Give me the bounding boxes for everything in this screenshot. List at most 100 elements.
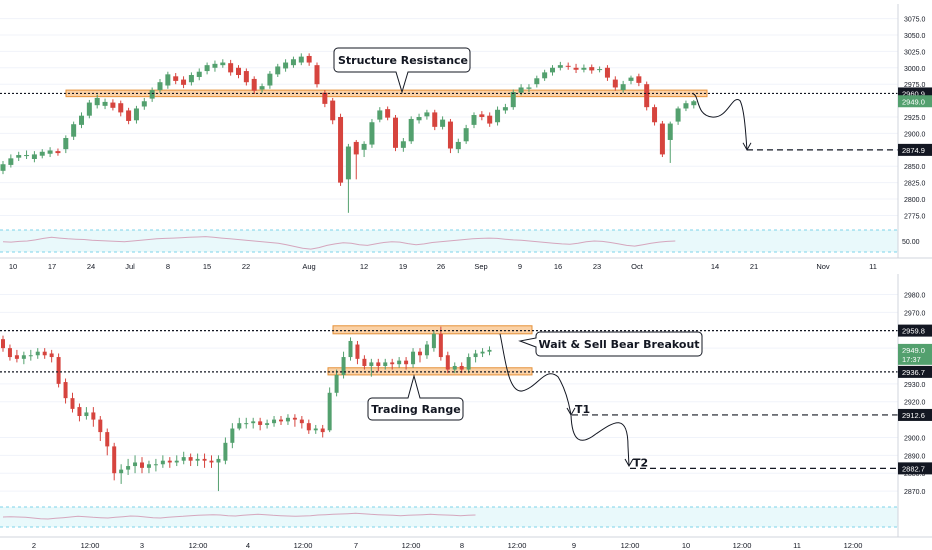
candle-body (251, 78, 257, 91)
candle-body (42, 351, 47, 356)
forecast-path (691, 92, 748, 150)
candle-body (330, 100, 336, 121)
candle-body (431, 333, 436, 349)
candle-body (691, 101, 697, 106)
x-tick-label: 15 (203, 262, 211, 271)
candle-body (63, 138, 69, 150)
candle-body (209, 460, 214, 463)
price-label-box (898, 95, 932, 108)
candle-body (216, 458, 221, 463)
candle-body (683, 103, 689, 109)
candle-body (47, 150, 53, 154)
y-tick-label: 3050.0 (904, 33, 926, 40)
x-tick-label: 10 (9, 262, 17, 271)
x-tick-label: Nov (816, 262, 830, 271)
candle-body (306, 423, 311, 431)
candle-body (119, 469, 124, 474)
candle-body (157, 82, 163, 91)
candle-body (416, 117, 422, 121)
candle-body (313, 428, 318, 431)
x-tick-label: 3 (140, 541, 144, 550)
price-label-box (898, 324, 932, 337)
candle-body (438, 333, 443, 358)
candle-body (204, 65, 210, 72)
x-tick-label: 12:00 (402, 541, 421, 550)
candle-body (98, 419, 103, 433)
candle-body (149, 90, 155, 99)
x-tick-label: Oct (631, 262, 644, 271)
candle-body (188, 75, 194, 83)
rsi-panel: 50.00 (0, 229, 920, 253)
x-tick-label: 7 (354, 541, 358, 550)
intraday-panel: 2980.02970.02950.02930.02920.02900.02890… (0, 274, 932, 550)
y-tick-label: 3075.0 (904, 17, 926, 24)
candle-body (141, 101, 147, 107)
candle-body (279, 419, 283, 422)
candle-body (502, 107, 508, 111)
candle-body (1, 339, 5, 349)
candle-body (14, 355, 19, 359)
candle-body (612, 79, 618, 88)
y-tick-label: 2925.0 (904, 115, 926, 122)
candle-body (659, 123, 665, 155)
candle-body (258, 421, 263, 425)
y-tick-label: 2900.0 (904, 131, 926, 138)
candle-body (230, 428, 235, 443)
candle-body (202, 458, 207, 461)
candle-body (251, 421, 256, 424)
price-label-text: 2912.6 (902, 411, 925, 420)
candle-body (440, 119, 446, 127)
wait-sell-callout: Wait & Sell Bear Breakout (518, 331, 703, 357)
x-tick-label: 12:00 (844, 541, 863, 550)
x-tick-label: 12:00 (621, 541, 640, 550)
resistance-zone (65, 89, 708, 98)
price-label-box (898, 352, 932, 365)
x-tick-label: Jul (125, 262, 135, 271)
candle-body (292, 417, 297, 420)
x-tick-label: 4 (246, 541, 250, 550)
y-tick-label: 3000.0 (904, 66, 926, 73)
callout-text: Trading Range (371, 403, 460, 416)
candle-body (173, 76, 179, 81)
x-tick-label: 12:00 (294, 541, 313, 550)
candle-body (298, 56, 304, 63)
y-tick-label: 2870.0 (904, 489, 926, 496)
candle-body (628, 77, 634, 81)
forecast-path (499, 333, 630, 467)
candle-body (265, 423, 270, 425)
price-label-box (898, 408, 932, 421)
candle-body (8, 158, 14, 165)
candle-body (49, 353, 54, 358)
x-tick-label: 11 (793, 541, 801, 550)
candle-body (377, 110, 383, 120)
candle-body (181, 79, 187, 85)
candle-body (424, 344, 429, 356)
candle-body (181, 457, 186, 461)
y-tick-label: 2975.0 (904, 82, 926, 89)
candle-body (244, 423, 249, 425)
callout-box (333, 47, 471, 94)
candle-body (174, 460, 179, 463)
candle-body (495, 109, 501, 123)
y-tick-label: 2970.0 (904, 310, 926, 317)
candle-body (557, 65, 563, 68)
candle-body (565, 65, 571, 67)
candle-body (196, 71, 202, 77)
x-tick-label: 21 (750, 262, 758, 271)
candle-body (126, 466, 131, 470)
x-tick-label: 12:00 (189, 541, 208, 550)
candle-body (487, 349, 492, 352)
arrow-head (624, 458, 634, 468)
candle-body (411, 351, 416, 365)
candle-body (636, 76, 642, 83)
candle-body (63, 382, 68, 399)
candle-body (348, 340, 353, 358)
candle-body (290, 59, 296, 66)
candle-body (400, 141, 406, 148)
x-tick-label: 12:00 (733, 541, 752, 550)
candle-body (243, 71, 249, 83)
candle-body (195, 458, 200, 461)
candle-body (105, 432, 110, 447)
candle-body (28, 355, 33, 357)
